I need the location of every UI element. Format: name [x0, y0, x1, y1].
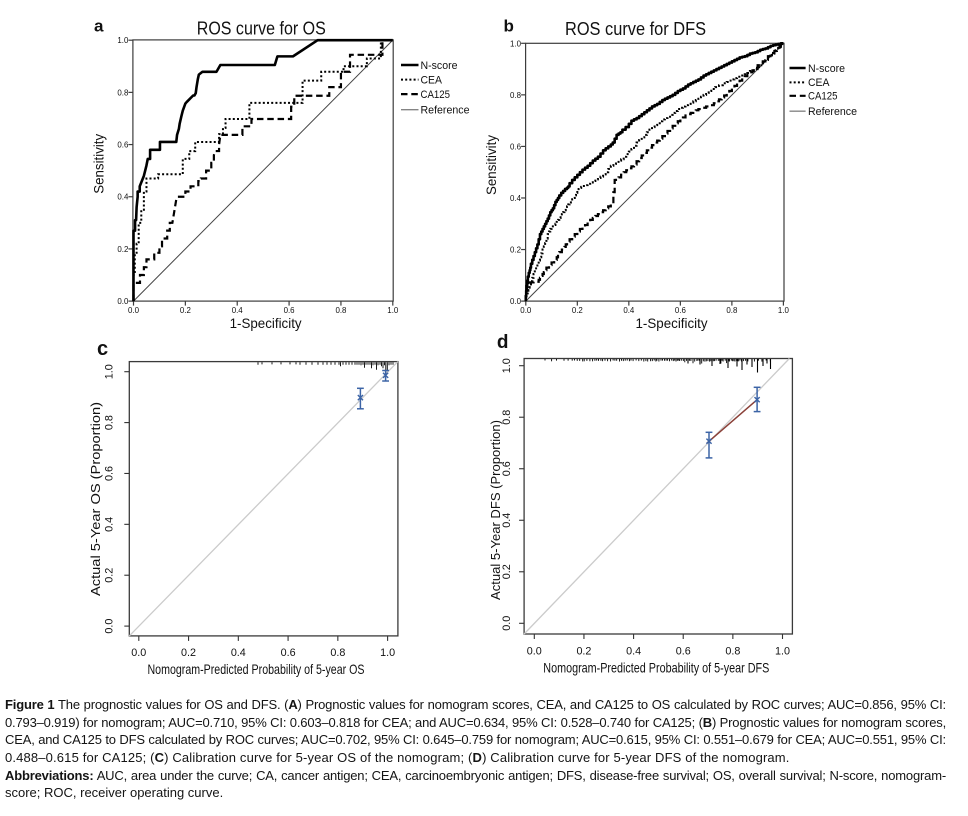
svg-text:0.0: 0.0: [131, 647, 146, 659]
svg-text:0.4: 0.4: [510, 193, 521, 203]
svg-text:0.8: 0.8: [501, 410, 513, 425]
svg-text:0.6: 0.6: [676, 646, 691, 658]
svg-text:0.0: 0.0: [510, 296, 521, 306]
svg-text:d: d: [497, 332, 509, 353]
svg-text:0.6: 0.6: [501, 461, 513, 476]
svg-text:N-score: N-score: [808, 63, 845, 75]
svg-text:Sensitivity: Sensitivity: [483, 135, 499, 195]
svg-text:Actual 5-Year DFS (Proportion): Actual 5-Year DFS (Proportion): [488, 420, 503, 600]
svg-text:0.8: 0.8: [103, 415, 115, 430]
svg-text:1.0: 1.0: [103, 364, 115, 379]
svg-text:CA125: CA125: [808, 91, 838, 103]
svg-text:ROS curve for OS: ROS curve for OS: [197, 18, 326, 38]
svg-text:Sensitivity: Sensitivity: [91, 134, 107, 194]
svg-text:0.4: 0.4: [117, 192, 128, 202]
svg-text:Nomogram-Predicted Probability: Nomogram-Predicted Probability of 5-year…: [543, 660, 769, 676]
svg-text:a: a: [94, 17, 104, 36]
svg-text:N-score: N-score: [421, 60, 458, 72]
svg-text:CA125: CA125: [421, 89, 451, 101]
svg-text:0.0: 0.0: [117, 296, 128, 306]
svg-text:1.0: 1.0: [387, 305, 398, 315]
svg-text:0.2: 0.2: [181, 647, 196, 659]
svg-text:0.6: 0.6: [103, 466, 115, 481]
svg-text:0.0: 0.0: [527, 646, 542, 658]
svg-text:Actual 5-Year OS (Proportion): Actual 5-Year OS (Proportion): [88, 402, 103, 596]
svg-text:0.8: 0.8: [335, 305, 346, 315]
svg-text:0.2: 0.2: [180, 305, 191, 315]
svg-text:0.6: 0.6: [284, 305, 295, 315]
svg-text:0.4: 0.4: [231, 647, 246, 659]
svg-text:0.2: 0.2: [501, 564, 513, 579]
svg-text:0.4: 0.4: [232, 305, 243, 315]
svg-text:0.6: 0.6: [675, 305, 686, 315]
svg-text:1-Specificity: 1-Specificity: [230, 315, 302, 331]
svg-text:ROS curve for DFS: ROS curve for DFS: [565, 19, 706, 39]
svg-text:0.2: 0.2: [117, 244, 128, 254]
svg-text:1.0: 1.0: [501, 358, 513, 373]
svg-text:CEA: CEA: [808, 77, 830, 89]
svg-text:0.4: 0.4: [623, 305, 634, 315]
svg-text:Nomogram-Predicted Probability: Nomogram-Predicted Probability of 5-year…: [148, 661, 365, 677]
svg-text:b: b: [504, 17, 514, 36]
svg-text:0.8: 0.8: [117, 87, 128, 97]
svg-text:0.0: 0.0: [103, 619, 115, 634]
svg-text:0.0: 0.0: [520, 305, 531, 315]
svg-text:1.0: 1.0: [510, 38, 521, 48]
svg-text:c: c: [97, 338, 108, 360]
svg-text:0.8: 0.8: [510, 90, 521, 100]
svg-text:Reference: Reference: [421, 105, 470, 117]
svg-text:1.0: 1.0: [380, 647, 395, 659]
svg-text:Reference: Reference: [808, 106, 857, 118]
svg-text:0.6: 0.6: [117, 140, 128, 150]
svg-text:0.2: 0.2: [103, 568, 115, 583]
svg-text:0.4: 0.4: [103, 517, 115, 532]
svg-text:0.8: 0.8: [726, 305, 737, 315]
svg-text:0.2: 0.2: [572, 305, 583, 315]
svg-text:0.0: 0.0: [128, 305, 139, 315]
svg-text:0.4: 0.4: [626, 646, 641, 658]
svg-text:1.0: 1.0: [117, 35, 128, 45]
svg-text:0.8: 0.8: [725, 646, 740, 658]
svg-text:0.2: 0.2: [510, 245, 521, 255]
svg-text:1.0: 1.0: [778, 305, 789, 315]
svg-text:0.0: 0.0: [501, 616, 513, 631]
svg-text:0.6: 0.6: [281, 647, 296, 659]
svg-text:1.0: 1.0: [775, 646, 790, 658]
svg-text:0.8: 0.8: [330, 647, 345, 659]
svg-text:CEA: CEA: [421, 74, 443, 86]
svg-text:0.6: 0.6: [510, 141, 521, 151]
svg-text:1-Specificity: 1-Specificity: [636, 315, 708, 331]
svg-text:0.4: 0.4: [501, 513, 513, 528]
svg-text:0.2: 0.2: [576, 646, 591, 658]
